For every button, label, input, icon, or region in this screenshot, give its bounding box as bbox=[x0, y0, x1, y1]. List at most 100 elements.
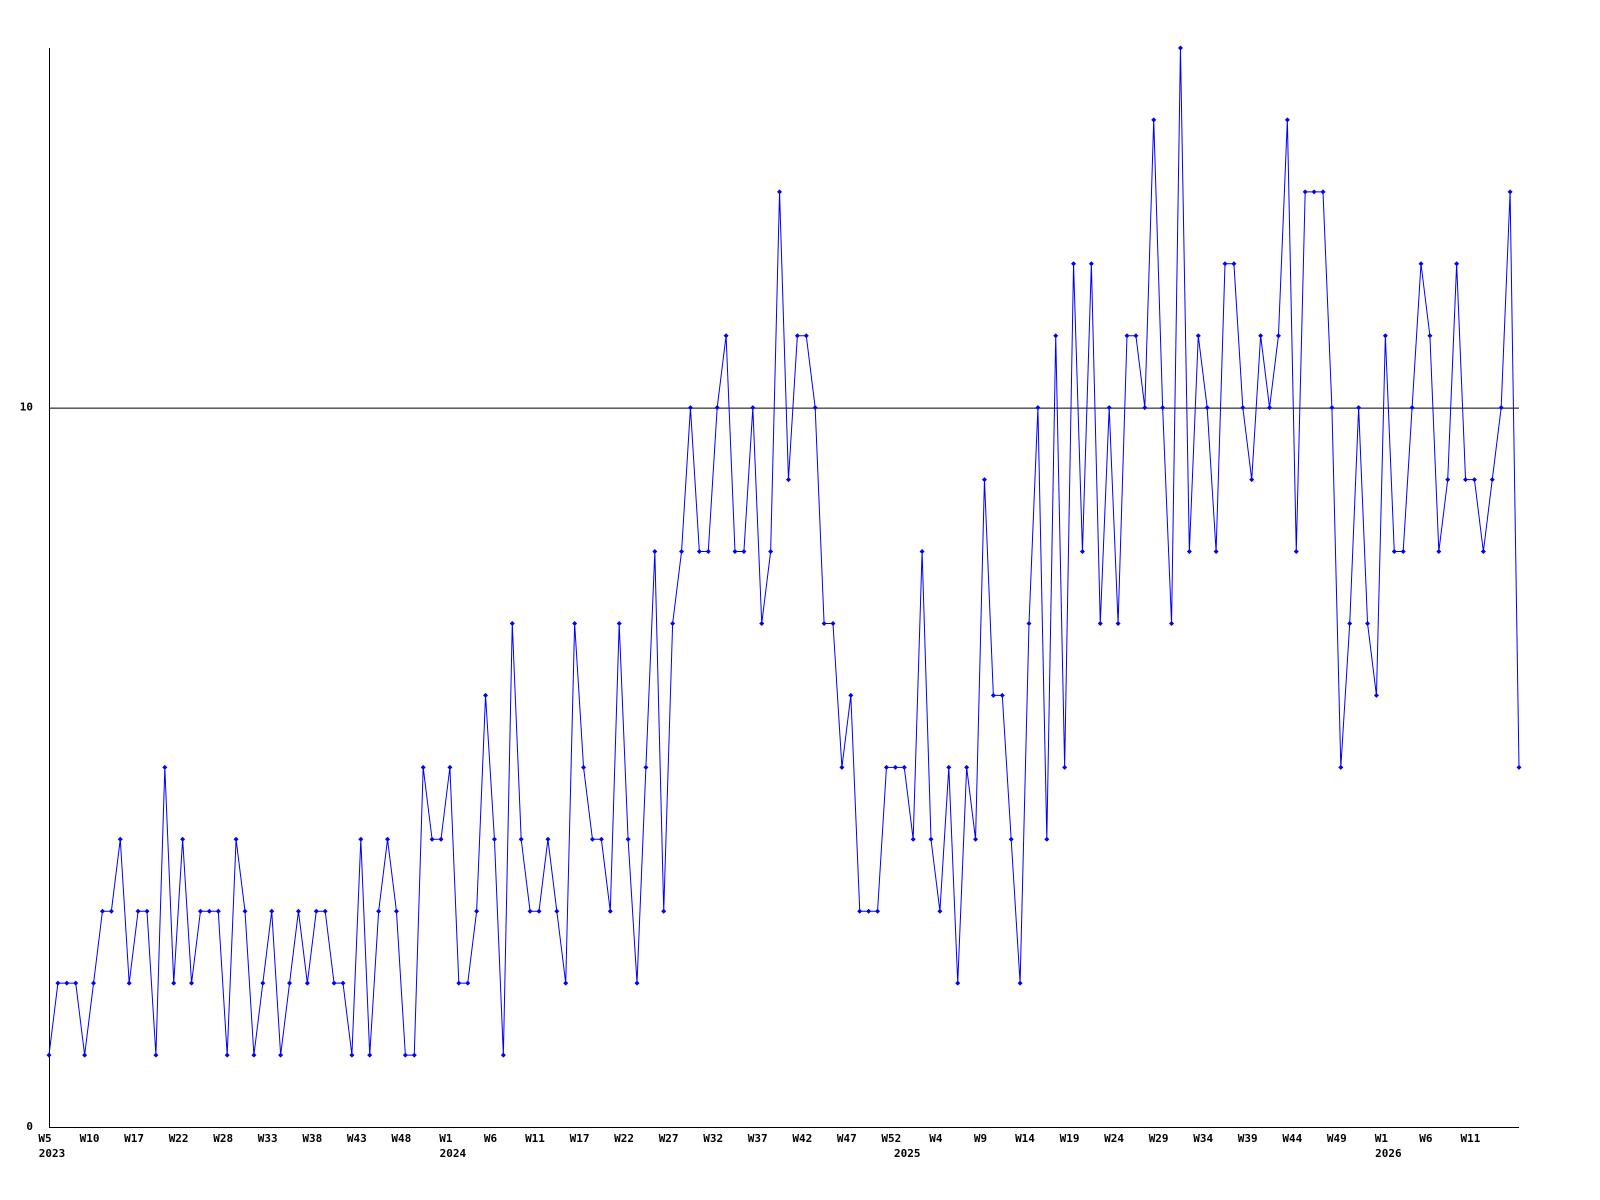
point-marker bbox=[1106, 405, 1112, 411]
point-marker bbox=[509, 620, 515, 626]
point-marker bbox=[153, 1052, 159, 1058]
point-marker bbox=[1463, 477, 1469, 483]
point-marker bbox=[1498, 405, 1504, 411]
point-marker bbox=[1204, 405, 1210, 411]
x-tick-label: W19 bbox=[1060, 1132, 1080, 1145]
point-marker bbox=[607, 908, 613, 914]
point-marker bbox=[1356, 405, 1362, 411]
x-tick-label: W11 bbox=[1461, 1132, 1481, 1145]
point-marker bbox=[135, 908, 141, 914]
point-marker bbox=[349, 1052, 355, 1058]
x-tick-label: W32 bbox=[703, 1132, 723, 1145]
point-marker bbox=[545, 836, 551, 842]
point-marker bbox=[723, 333, 729, 339]
point-marker bbox=[866, 908, 872, 914]
point-marker bbox=[1480, 549, 1486, 555]
point-marker bbox=[1284, 117, 1290, 123]
point-marker bbox=[714, 405, 720, 411]
point-marker bbox=[1231, 261, 1237, 267]
point-marker bbox=[162, 764, 168, 770]
x-tick-label: W37 bbox=[748, 1132, 768, 1145]
point-marker bbox=[251, 1052, 257, 1058]
point-marker bbox=[1338, 764, 1344, 770]
point-marker bbox=[1035, 405, 1041, 411]
point-marker bbox=[625, 836, 631, 842]
point-marker bbox=[456, 980, 462, 986]
point-marker bbox=[1026, 620, 1032, 626]
point-marker bbox=[295, 908, 301, 914]
point-marker bbox=[411, 1052, 417, 1058]
point-marker bbox=[1186, 549, 1192, 555]
point-marker bbox=[260, 980, 266, 986]
point-marker bbox=[1160, 405, 1166, 411]
point-marker bbox=[126, 980, 132, 986]
point-marker bbox=[794, 333, 800, 339]
y-tick-label: 0 bbox=[26, 1120, 33, 1133]
point-marker bbox=[224, 1052, 230, 1058]
point-marker bbox=[1445, 477, 1451, 483]
point-marker bbox=[705, 549, 711, 555]
x-tick-label: W17 bbox=[124, 1132, 144, 1145]
point-marker bbox=[1454, 261, 1460, 267]
point-marker bbox=[1329, 405, 1335, 411]
point-marker bbox=[803, 333, 809, 339]
x-tick-label: W9 bbox=[974, 1132, 987, 1145]
point-marker bbox=[1391, 549, 1397, 555]
point-marker bbox=[589, 836, 595, 842]
point-marker bbox=[189, 980, 195, 986]
point-marker bbox=[358, 836, 364, 842]
point-marker bbox=[180, 836, 186, 842]
x-year-label: 2023 bbox=[39, 1147, 66, 1160]
x-tick-label: W39 bbox=[1238, 1132, 1258, 1145]
point-marker bbox=[1409, 405, 1415, 411]
point-marker bbox=[581, 764, 587, 770]
x-tick-label: W5 bbox=[38, 1132, 51, 1145]
point-marker bbox=[1195, 333, 1201, 339]
point-marker bbox=[287, 980, 293, 986]
series-line bbox=[48, 47, 1520, 1056]
point-marker bbox=[661, 908, 667, 914]
point-marker bbox=[367, 1052, 373, 1058]
point-marker bbox=[634, 980, 640, 986]
point-marker bbox=[696, 549, 702, 555]
point-marker bbox=[474, 908, 480, 914]
point-marker bbox=[928, 836, 934, 842]
x-tick-label: W22 bbox=[169, 1132, 189, 1145]
point-marker bbox=[1169, 620, 1175, 626]
point-marker bbox=[527, 908, 533, 914]
x-tick-label: W29 bbox=[1149, 1132, 1169, 1145]
point-marker bbox=[1293, 549, 1299, 555]
point-marker bbox=[1320, 189, 1326, 195]
point-marker bbox=[1471, 477, 1477, 483]
point-marker bbox=[278, 1052, 284, 1058]
point-marker bbox=[883, 764, 889, 770]
x-tick-label: W28 bbox=[213, 1132, 233, 1145]
point-marker bbox=[1516, 764, 1522, 770]
x-tick-label: W24 bbox=[1104, 1132, 1124, 1145]
x-year-label: 2024 bbox=[440, 1147, 467, 1160]
point-marker bbox=[322, 908, 328, 914]
point-marker bbox=[732, 549, 738, 555]
point-marker bbox=[1489, 477, 1495, 483]
point-marker bbox=[1302, 189, 1308, 195]
point-marker bbox=[1044, 836, 1050, 842]
x-tick-label: W52 bbox=[881, 1132, 901, 1145]
x-tick-label: W11 bbox=[525, 1132, 545, 1145]
point-marker bbox=[839, 764, 845, 770]
point-marker bbox=[572, 620, 578, 626]
point-marker bbox=[144, 908, 150, 914]
point-marker bbox=[82, 1052, 88, 1058]
point-marker bbox=[946, 764, 952, 770]
point-marker bbox=[171, 980, 177, 986]
x-tick-label: W1 bbox=[1375, 1132, 1389, 1145]
point-marker bbox=[393, 908, 399, 914]
x-tick-label: W4 bbox=[929, 1132, 943, 1145]
point-marker bbox=[331, 980, 337, 986]
x-tick-label: W34 bbox=[1193, 1132, 1213, 1145]
point-marker bbox=[206, 908, 212, 914]
point-marker bbox=[812, 405, 818, 411]
point-marker bbox=[750, 405, 756, 411]
point-marker bbox=[999, 692, 1005, 698]
